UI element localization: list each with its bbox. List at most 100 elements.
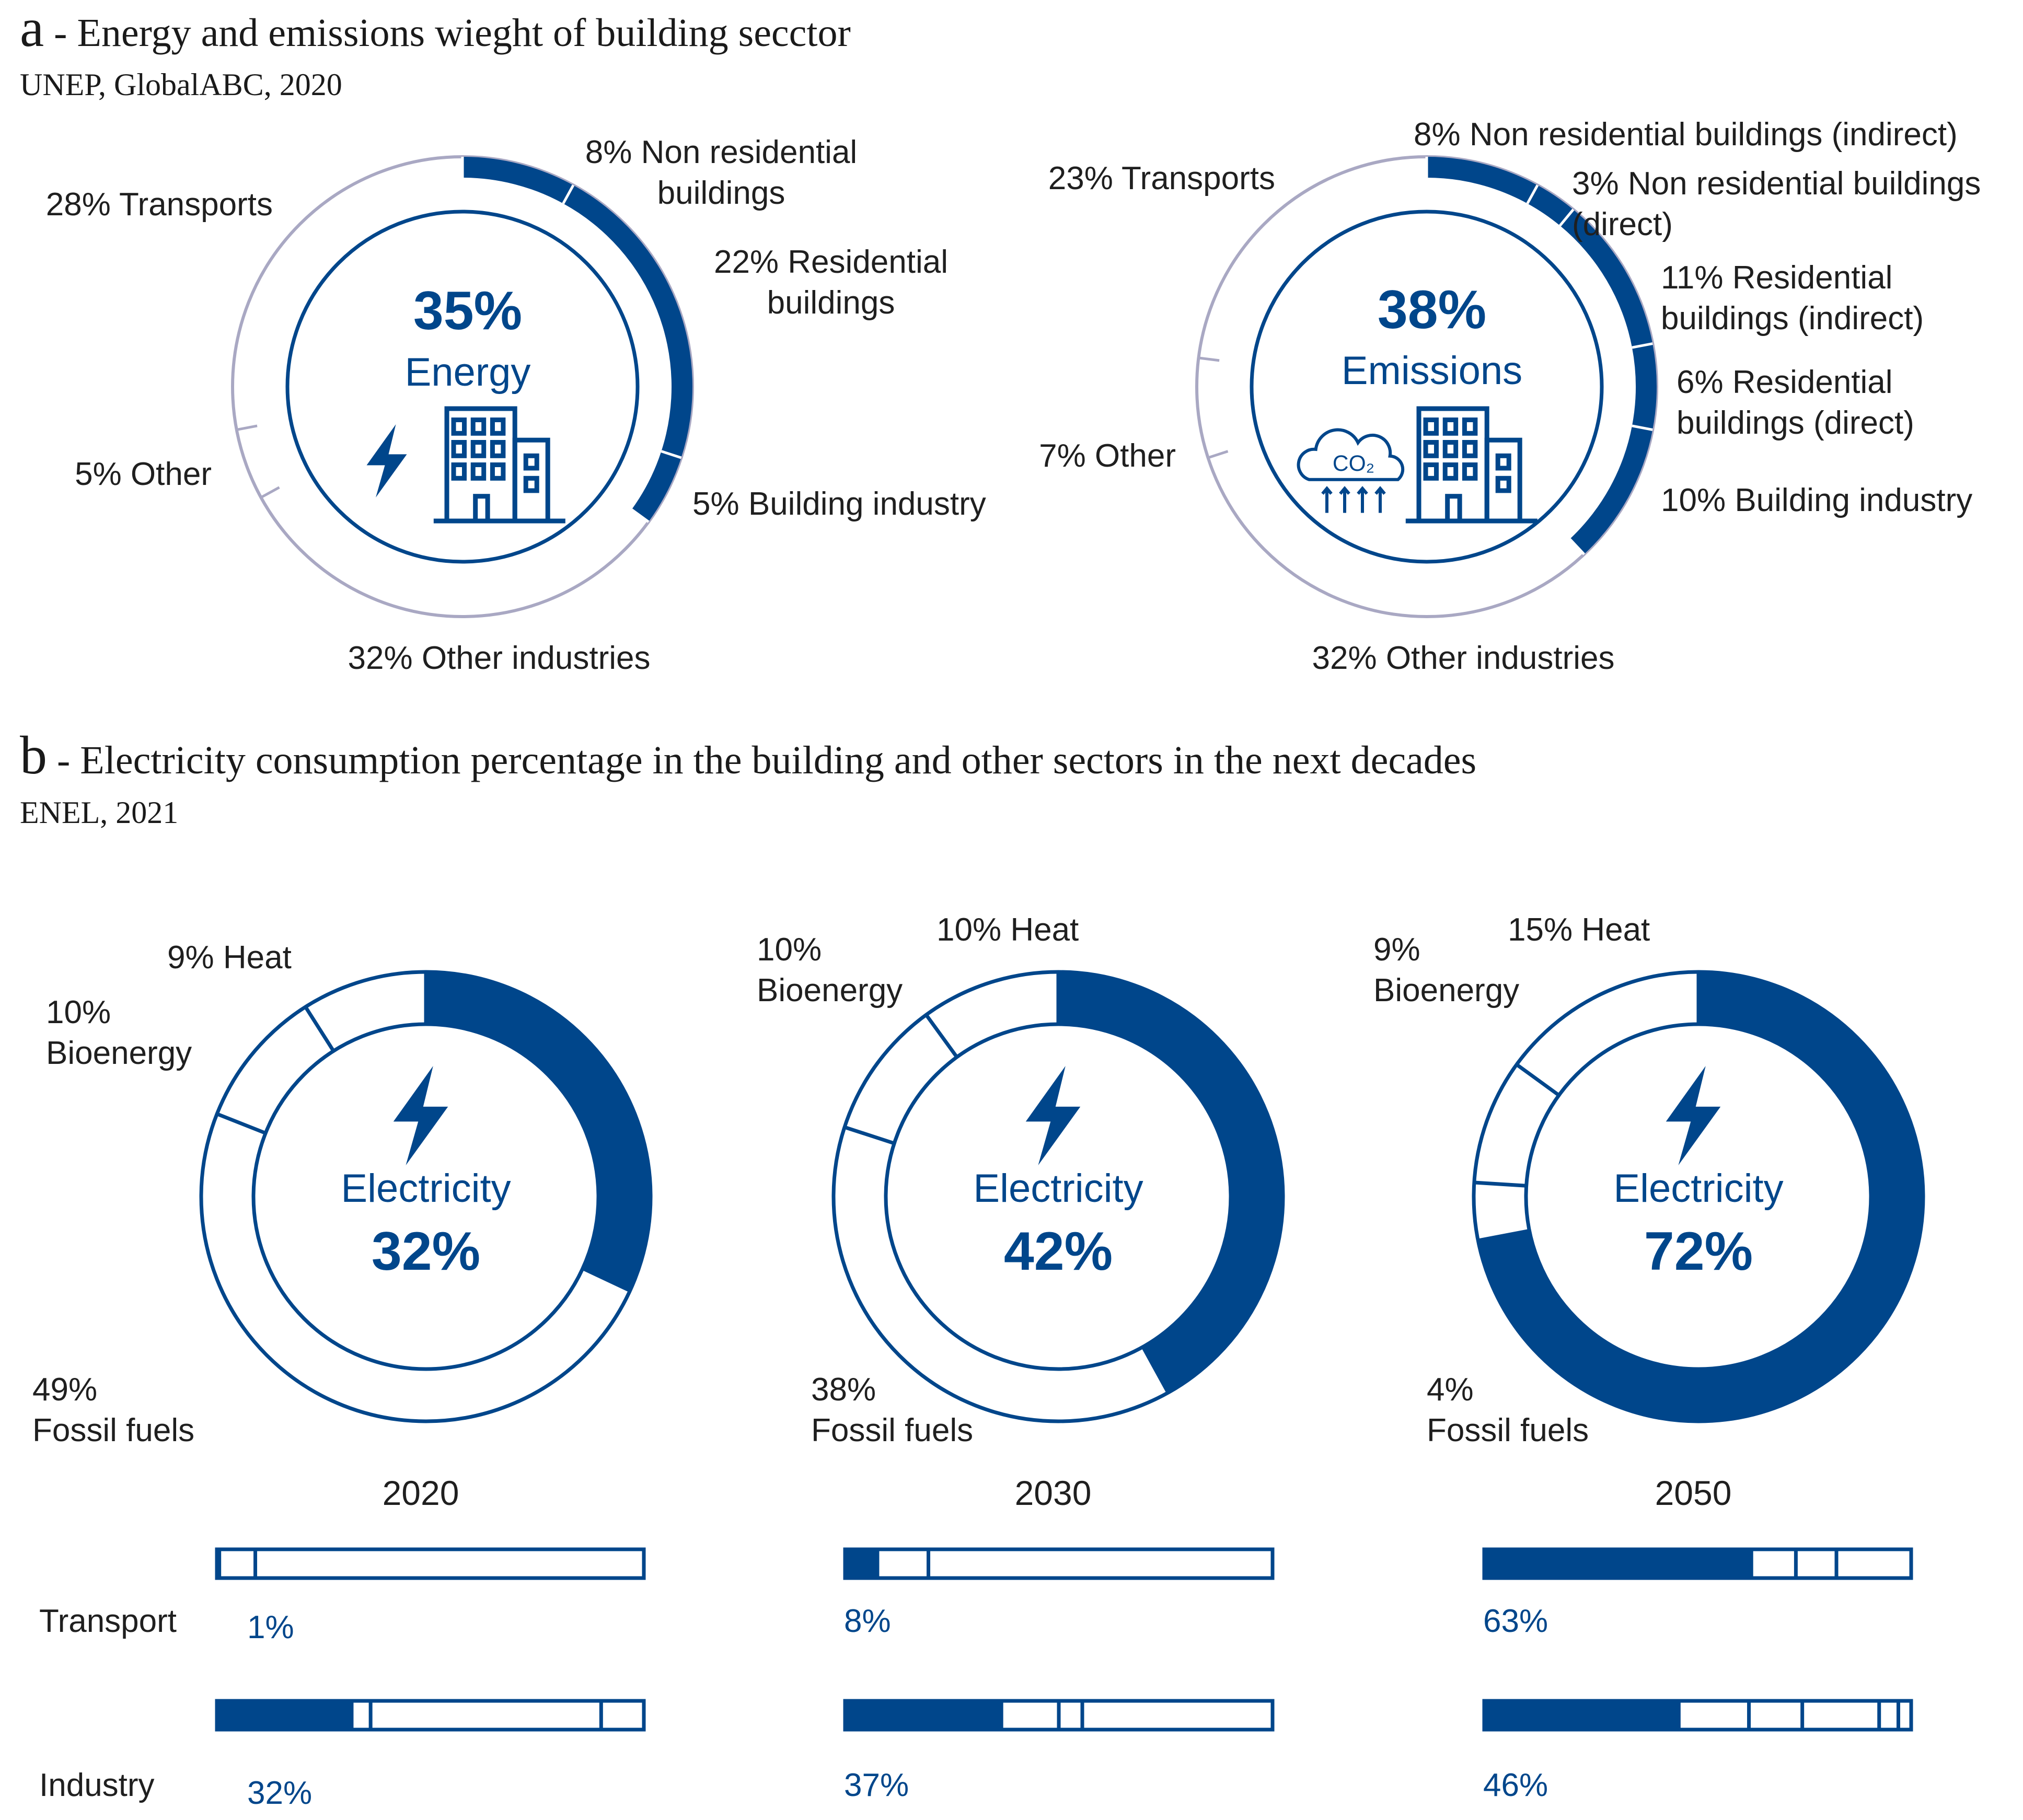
slice-divider bbox=[924, 1014, 958, 1059]
building-window bbox=[490, 440, 506, 458]
bar-2050-transport bbox=[1482, 1547, 1913, 1580]
building-window bbox=[523, 476, 539, 493]
bar-track bbox=[843, 1547, 1275, 1580]
slice-divider bbox=[661, 450, 682, 459]
slice-label: 11% Residential buildings (indirect) bbox=[1661, 260, 1924, 337]
slice-label-line: 9% bbox=[1373, 932, 1420, 968]
building-window bbox=[1462, 418, 1478, 436]
donut-b-2030 bbox=[831, 970, 1285, 1423]
slice-label: 10% Building industry bbox=[1661, 482, 1972, 518]
slice-divider bbox=[1526, 184, 1539, 204]
building-icon bbox=[1405, 406, 1538, 524]
bar-2030-transport bbox=[843, 1547, 1275, 1580]
bar-fill bbox=[1484, 1549, 1753, 1578]
section-a-heading: a - Energy and emissions wieght of build… bbox=[20, 0, 851, 58]
slice-label-line: 49% bbox=[32, 1372, 97, 1408]
slice-label-line: buildings (direct) bbox=[1677, 405, 1914, 441]
slice-divider bbox=[843, 1125, 895, 1145]
slice-label: 9% Bioenergy bbox=[1373, 932, 1519, 1008]
slice-label: 9% Heat bbox=[167, 940, 292, 976]
slice-label-line: Bioenergy bbox=[1373, 972, 1519, 1008]
slice-label-line: Fossil fuels bbox=[32, 1412, 194, 1448]
bar-fill bbox=[217, 1549, 222, 1578]
lightning-icon bbox=[393, 1066, 448, 1165]
slice-label-line: 7% Other bbox=[1039, 438, 1176, 474]
building-window bbox=[451, 462, 467, 481]
donut-slice bbox=[631, 451, 681, 522]
building-window bbox=[470, 462, 487, 481]
slice-label-line: 32% Other industries bbox=[1312, 640, 1615, 676]
center-label: Emissions bbox=[1342, 349, 1522, 393]
building-window bbox=[490, 462, 506, 481]
slice-label: 10% Bioenergy bbox=[46, 994, 192, 1071]
building-icon bbox=[433, 406, 565, 524]
slice-label-line: 10% Building industry bbox=[1661, 482, 1972, 518]
bar-fill bbox=[1484, 1701, 1681, 1730]
donut-slice bbox=[1058, 972, 1283, 1394]
building-door bbox=[473, 494, 490, 524]
slice-label-line: buildings (indirect) bbox=[1661, 300, 1924, 337]
building-window bbox=[1462, 462, 1478, 481]
slice-label: 15% Heat bbox=[1508, 912, 1650, 948]
section-a-source: UNEP, GlobalABC, 2020 bbox=[20, 67, 342, 102]
donut-slice bbox=[1632, 343, 1657, 430]
cloud-outline bbox=[1297, 428, 1405, 481]
co2-label: CO₂ bbox=[1333, 451, 1374, 476]
center-label: Electricity bbox=[341, 1166, 511, 1211]
donut-slice bbox=[463, 157, 573, 204]
slice-label-line: 9% Heat bbox=[167, 940, 292, 976]
slice-label-line: 15% Heat bbox=[1508, 912, 1650, 948]
slice-label-line: 10% bbox=[757, 932, 822, 968]
slice-label-line: 38% bbox=[811, 1372, 876, 1408]
slice-label: 8% Non residential buildings bbox=[585, 134, 857, 211]
bar-2030-industry bbox=[843, 1699, 1275, 1732]
year-label: 2020 bbox=[383, 1474, 459, 1512]
lightning-icon bbox=[366, 424, 407, 497]
building-window bbox=[1442, 440, 1459, 458]
lightning-icon bbox=[1666, 1066, 1721, 1165]
slice-divider bbox=[304, 1006, 336, 1052]
donut-slice bbox=[1569, 425, 1653, 554]
slice-label: 10% Bioenergy bbox=[757, 932, 903, 1008]
building-window bbox=[470, 418, 487, 436]
slice-label-line: buildings bbox=[767, 285, 895, 321]
donut-inner-ring bbox=[285, 210, 640, 564]
slice-label: 22% Residential buildings bbox=[714, 244, 948, 321]
donut-b-2050 bbox=[1472, 970, 1925, 1423]
building-window bbox=[523, 453, 539, 471]
year-label: 2050 bbox=[1655, 1474, 1732, 1512]
center-value: 72% bbox=[1644, 1221, 1753, 1282]
year-label: 2030 bbox=[1015, 1474, 1092, 1512]
slice-label: 7% Other bbox=[1039, 438, 1176, 474]
slice-divider bbox=[216, 1112, 267, 1135]
building-window bbox=[1462, 440, 1478, 458]
slice-label-line: 4% bbox=[1427, 1372, 1474, 1408]
building-window bbox=[1423, 462, 1439, 481]
building-window bbox=[1442, 418, 1459, 436]
building-window bbox=[1442, 462, 1459, 481]
donut-slice bbox=[563, 185, 692, 458]
slice-label-line: 5% Building industry bbox=[692, 486, 986, 522]
building-window bbox=[451, 440, 467, 458]
slice-divider bbox=[1474, 1180, 1527, 1188]
slice-label-line: Bioenergy bbox=[757, 972, 903, 1008]
slice-label-line: 32% Other industries bbox=[348, 640, 651, 676]
slice-label-line: 23% Transports bbox=[1048, 160, 1275, 196]
building-window bbox=[451, 418, 467, 436]
slice-label: 10% Heat bbox=[937, 912, 1079, 948]
center-label: Electricity bbox=[1613, 1166, 1783, 1211]
building-window bbox=[490, 418, 506, 436]
rising-arrow bbox=[1374, 486, 1386, 513]
slice-divider bbox=[1632, 424, 1653, 431]
slice-label-line: 3% Non residential buildings bbox=[1572, 166, 1981, 202]
bar-fill bbox=[217, 1701, 354, 1730]
building-window bbox=[1495, 453, 1511, 471]
row-label-transport: Transport bbox=[39, 1603, 177, 1639]
center-value: 38% bbox=[1378, 280, 1486, 340]
bar-value-label: 63% bbox=[1483, 1603, 1548, 1639]
slice-label: 3% Non residential buildings (direct) bbox=[1572, 166, 1981, 242]
co2-cloud-icon: CO₂ bbox=[1297, 428, 1405, 513]
donut-inner-ring bbox=[1250, 210, 1604, 564]
slice-divider bbox=[631, 508, 650, 523]
slice-divider bbox=[1559, 208, 1575, 227]
